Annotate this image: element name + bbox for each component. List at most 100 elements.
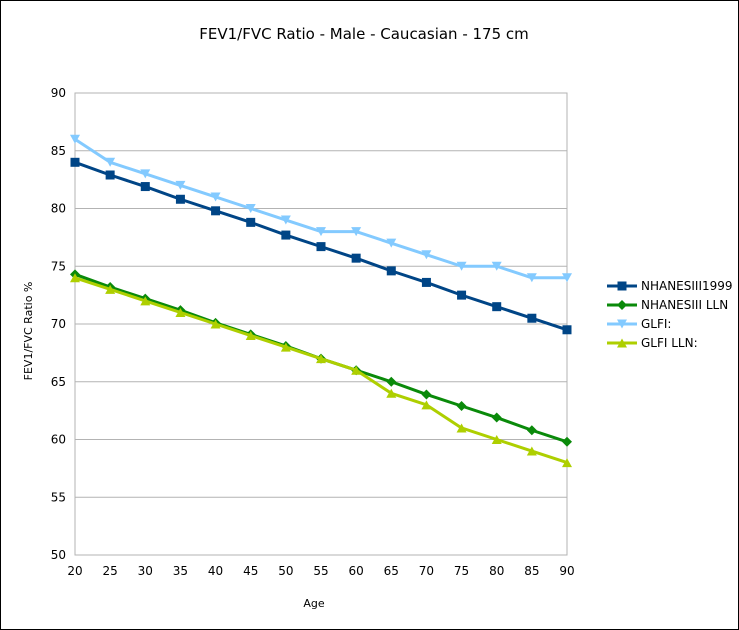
data-point (210, 319, 221, 329)
data-point (175, 194, 185, 204)
data-point (386, 238, 397, 248)
data-point (105, 284, 116, 294)
legend-swatch-marker (617, 281, 627, 291)
data-point (245, 204, 256, 213)
x-tick-label: 65 (384, 564, 399, 578)
legend-swatch-marker (617, 319, 627, 329)
gridlines (74, 92, 568, 556)
data-point (175, 307, 186, 317)
data-point (526, 273, 537, 283)
x-tick-label: 70 (419, 564, 434, 578)
y-axis-label: FEV1/FVC Ratio % (22, 282, 35, 381)
data-point (526, 425, 537, 436)
data-point (70, 157, 80, 167)
x-tick-label: 85 (524, 564, 539, 578)
x-tick-label: 75 (454, 564, 469, 578)
legend-label: NHANESIII LLN (641, 298, 728, 312)
data-series (70, 134, 572, 468)
legend-swatch-marker (617, 338, 627, 348)
data-point (456, 423, 467, 433)
y-tick-label: 55 (51, 490, 66, 504)
y-tick-label: 65 (51, 375, 66, 389)
data-point (105, 170, 115, 180)
legend: NHANESIII1999 NHANESIII LLN GLFI: GLFI LLN: (607, 279, 733, 350)
data-point (210, 192, 221, 202)
data-point (316, 227, 326, 237)
y-axis-tick-labels: 50 55 60 65 70 75 80 85 90 (51, 86, 66, 562)
data-point (140, 182, 150, 192)
y-tick-label: 75 (51, 259, 66, 273)
x-tick-label: 80 (489, 564, 504, 578)
data-point (140, 169, 151, 179)
data-point (492, 302, 502, 312)
x-tick-label: 40 (208, 564, 223, 578)
data-point (175, 180, 186, 190)
data-point (456, 401, 467, 412)
series-3 (70, 134, 572, 283)
data-point (562, 436, 572, 447)
data-point (140, 296, 151, 306)
data-point (386, 388, 397, 398)
x-tick-label: 20 (67, 564, 82, 578)
y-tick-label: 85 (51, 144, 66, 158)
data-point (527, 313, 537, 323)
x-tick-label: 45 (243, 564, 258, 578)
data-point (386, 376, 397, 387)
data-point (211, 206, 221, 216)
data-point (105, 157, 116, 167)
data-point (351, 227, 362, 237)
data-point (70, 273, 80, 283)
data-point (421, 389, 432, 400)
data-point (421, 277, 431, 287)
y-tick-label: 50 (51, 548, 66, 562)
legend-item: NHANESIII1999 (607, 279, 733, 293)
data-point (562, 325, 572, 335)
y-tick-label: 80 (51, 202, 66, 216)
series-4 (70, 273, 572, 468)
data-point (246, 217, 256, 227)
data-point (457, 290, 467, 300)
data-point (351, 253, 361, 263)
x-tick-label: 90 (559, 564, 574, 578)
x-tick-label: 60 (349, 564, 364, 578)
data-point (562, 273, 572, 283)
data-point (280, 342, 291, 352)
x-tick-label: 30 (138, 564, 153, 578)
x-axis-tick-labels: 20 25 30 35 40 45 50 55 60 65 70 75 80 85 90 (67, 564, 574, 578)
data-point (526, 446, 537, 456)
x-tick-label: 25 (103, 564, 118, 578)
legend-label: GLFI: (641, 317, 671, 331)
x-tick-label: 50 (278, 564, 293, 578)
y-tick-label: 60 (51, 433, 66, 447)
data-point (421, 250, 432, 260)
data-point (281, 230, 291, 240)
data-point (421, 400, 432, 410)
legend-item: GLFI: (607, 317, 671, 331)
data-point (491, 435, 502, 444)
series-1 (70, 157, 572, 335)
legend-item: NHANESIII LLN (607, 298, 728, 312)
data-point (456, 261, 467, 271)
x-tick-label: 55 (313, 564, 328, 578)
legend-item: GLFI LLN: (607, 336, 698, 350)
data-point (386, 266, 396, 276)
data-point (562, 458, 572, 468)
legend-label: NHANESIII1999 (641, 279, 733, 293)
x-tick-label: 35 (173, 564, 188, 578)
data-point (280, 215, 291, 225)
y-tick-label: 70 (51, 317, 66, 331)
data-point (491, 261, 502, 271)
legend-label: GLFI LLN: (641, 336, 698, 350)
x-axis-label: Age (303, 597, 325, 610)
data-point (316, 242, 326, 252)
data-point (351, 365, 362, 375)
chart-title: FEV1/FVC Ratio - Male - Caucasian - 175 … (199, 25, 529, 43)
data-point (245, 331, 256, 341)
y-tick-label: 90 (51, 86, 66, 100)
legend-swatch-marker (617, 300, 627, 310)
data-point (316, 354, 326, 364)
data-point (70, 134, 80, 144)
data-point (491, 412, 502, 423)
